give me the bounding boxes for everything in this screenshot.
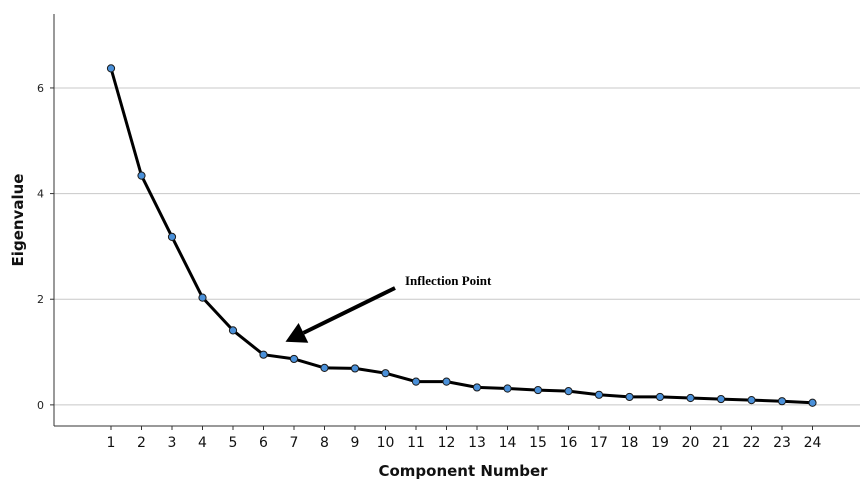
x-tick-label: 3 [168, 435, 177, 451]
x-tick-label: 6 [259, 435, 268, 451]
data-point-3 [167, 232, 177, 242]
x-tick-label: 12 [438, 435, 456, 451]
x-tick-label: 19 [651, 435, 669, 451]
data-point-7 [289, 354, 299, 364]
y-tick-label: 4 [37, 188, 44, 201]
eigenvalue-series [106, 64, 817, 407]
x-tick-label: 5 [229, 435, 238, 451]
y-axis-title: Eigenvalue [9, 174, 27, 267]
data-point-17 [594, 390, 604, 399]
data-point-1 [106, 64, 116, 73]
data-point-8 [320, 363, 329, 372]
y-tick-label: 2 [37, 293, 44, 306]
data-point-14 [503, 384, 512, 393]
x-tick-label: 13 [468, 435, 486, 451]
data-point-6 [259, 350, 268, 359]
data-point-16 [564, 387, 573, 396]
y-axis-ticks: 0 2 4 6 [37, 82, 54, 412]
x-tick-label: 22 [743, 435, 761, 451]
data-point-9 [350, 364, 360, 373]
y-tick-label: 6 [37, 82, 44, 95]
data-point-23 [777, 397, 787, 406]
annotation-arrow-head [285, 323, 309, 343]
x-tick-label: 21 [712, 435, 730, 451]
data-point-24 [808, 398, 817, 407]
x-tick-label: 14 [499, 435, 517, 451]
data-point-12 [442, 377, 451, 386]
x-tick-label: 8 [320, 435, 329, 451]
data-point-4 [198, 293, 207, 302]
x-tick-label: 1 [107, 435, 116, 451]
data-point-20 [686, 393, 695, 403]
annotation-label: Inflection Point [405, 273, 492, 288]
data-point-21 [716, 394, 726, 404]
data-point-10 [381, 369, 390, 378]
x-tick-label: 9 [351, 435, 360, 451]
x-tick-label: 2 [137, 435, 146, 451]
x-tick-label: 7 [290, 435, 299, 451]
data-point-19 [655, 392, 665, 402]
gridlines [54, 87, 860, 406]
y-tick-label: 0 [37, 399, 44, 412]
x-tick-label: 15 [529, 435, 547, 451]
data-point-2 [137, 171, 146, 180]
series-line [109, 67, 813, 405]
x-tick-label: 18 [621, 435, 639, 451]
data-point-13 [472, 383, 482, 392]
x-axis-title: Component Number [378, 462, 548, 480]
x-tick-label: 17 [590, 435, 608, 451]
x-tick-label: 16 [560, 435, 578, 451]
axes [53, 14, 860, 427]
data-point-11 [411, 377, 421, 386]
x-tick-label: 4 [198, 435, 207, 451]
x-tick-label: 24 [804, 435, 822, 451]
data-point-22 [747, 396, 756, 405]
data-point-5 [228, 326, 238, 335]
x-tick-label: 20 [682, 435, 700, 451]
x-tick-label: 23 [773, 435, 791, 451]
x-tick-label: 10 [377, 435, 395, 451]
data-point-18 [625, 392, 634, 402]
inflection-annotation: Inflection Point [285, 273, 492, 343]
x-tick-label: 11 [407, 435, 425, 451]
x-axis-ticks: 1 2 3 4 5 6 7 8 9 10 11 12 13 14 15 16 17 18 19 20 21 22 23 24 [107, 426, 822, 451]
annotation-arrow-shaft [302, 286, 396, 335]
data-point-15 [533, 385, 543, 395]
